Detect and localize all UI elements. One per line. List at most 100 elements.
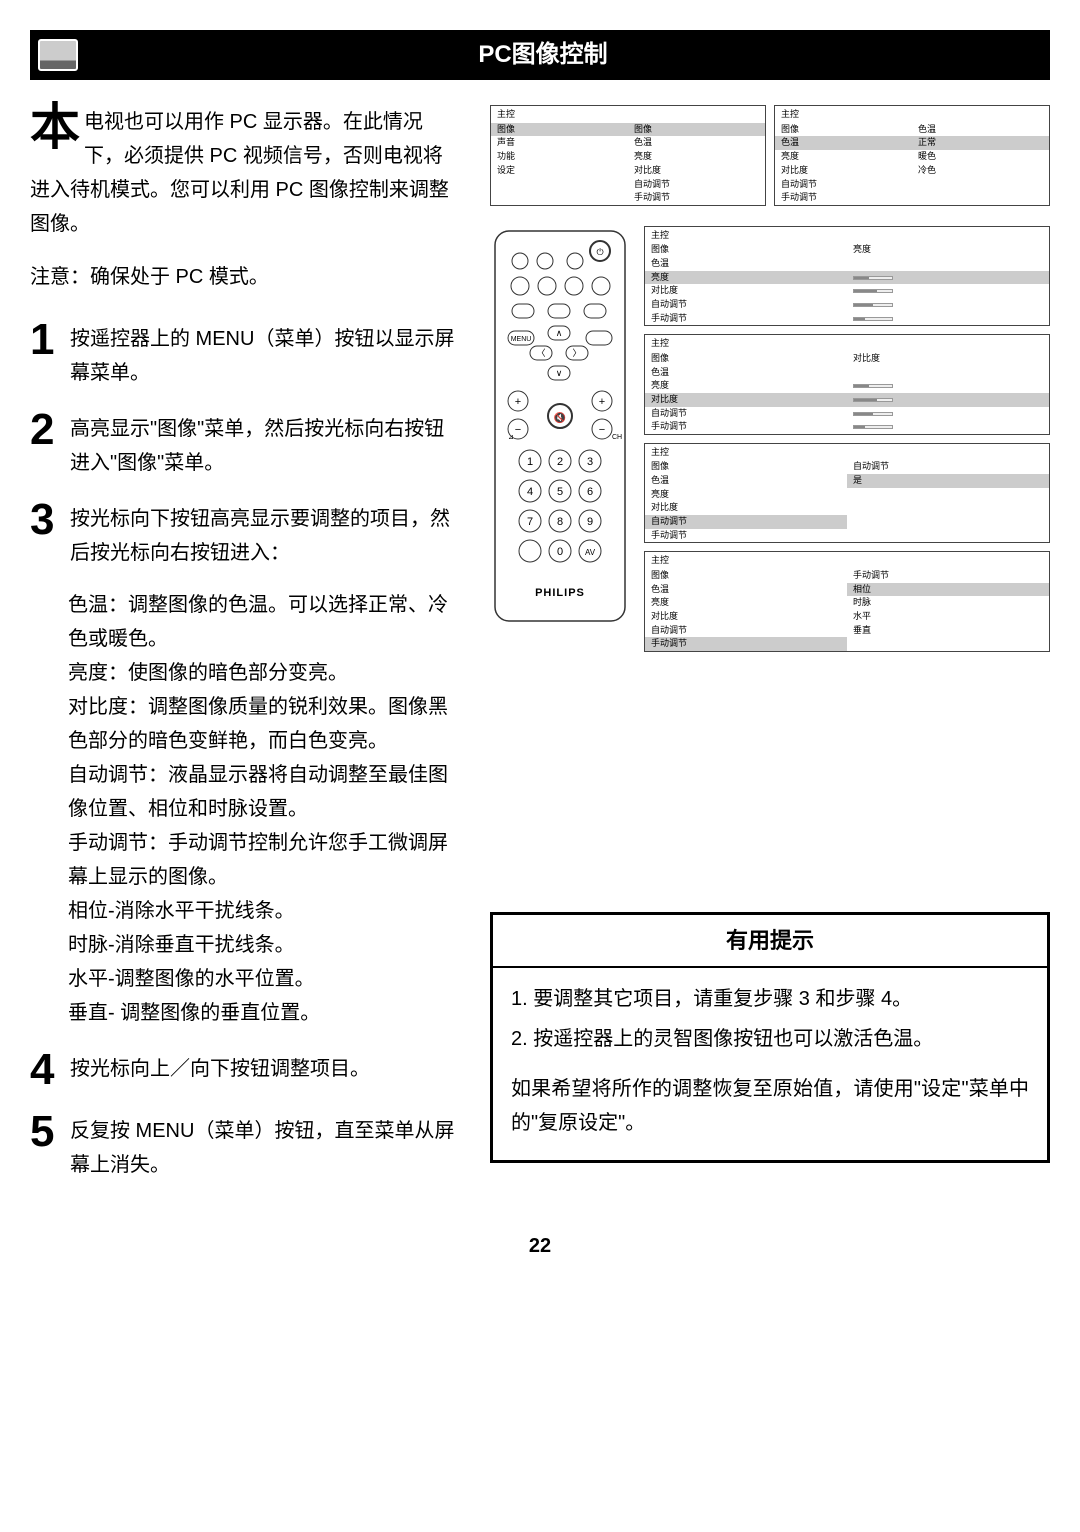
menu-item: 对比度 bbox=[645, 501, 847, 515]
page-number: 22 bbox=[30, 1230, 1050, 1262]
svg-text:6: 6 bbox=[587, 486, 593, 498]
menu-heading: 主控 bbox=[645, 444, 1049, 460]
menu-value: 亮度 bbox=[847, 243, 1049, 257]
menu-value: 色温 bbox=[912, 123, 1049, 137]
step-number: 2 bbox=[30, 408, 70, 480]
menu-value: 时脉 bbox=[847, 596, 1049, 610]
menu-item: 亮度 bbox=[645, 271, 847, 285]
step-3: 3 按光标向下按钮高亮显示要调整的项目，然后按光标向右按钮进入： bbox=[30, 498, 460, 570]
menu-item: 色温 bbox=[775, 136, 912, 150]
step-4: 4 按光标向上／向下按钮调整项目。 bbox=[30, 1048, 460, 1092]
top-illustrations: 主控 图像图像 声音色温 功能亮度 设定对比度 自动调节 手动调节 主控 图像色… bbox=[490, 105, 1050, 206]
detail-line: 对比度：调整图像质量的锐利效果。图像黑色部分的暗色变鲜艳，而白色变亮。 bbox=[68, 690, 460, 758]
svg-text:1: 1 bbox=[527, 456, 533, 468]
menu-item: 对比度 bbox=[645, 610, 847, 624]
menu-value: 手动调节 bbox=[847, 569, 1049, 583]
osd-menu-manual: 主控 图像手动调节 色温相位 亮度时脉 对比度水平 自动调节垂直 手动调节 bbox=[644, 551, 1050, 652]
menu-value: 垂直 bbox=[847, 624, 1049, 638]
menu-value: 正常 bbox=[912, 136, 1049, 150]
menu-item: 自动调节 bbox=[645, 298, 847, 312]
svg-text:0: 0 bbox=[557, 546, 563, 558]
menu-value: 自动调节 bbox=[847, 460, 1049, 474]
menu-item: 功能 bbox=[491, 150, 628, 164]
tips-title: 有用提示 bbox=[493, 915, 1047, 968]
menu-heading: 主控 bbox=[645, 552, 1049, 568]
menu-value: 图像 bbox=[628, 123, 765, 137]
menu-item: 声音 bbox=[491, 136, 628, 150]
menu-item: 亮度 bbox=[645, 379, 847, 393]
menu-item: 色温 bbox=[645, 474, 847, 488]
svg-text:−: − bbox=[515, 424, 521, 436]
menu-value: 相位 bbox=[847, 583, 1049, 597]
menu-item: 自动调节 bbox=[645, 407, 847, 421]
step-body: 高亮显示"图像"菜单，然后按光标向右按钮进入"图像"菜单。 bbox=[70, 408, 460, 480]
remote-svg: ⏻ MENU ∧ 〈 bbox=[490, 226, 630, 626]
menu-value: 暖色 bbox=[912, 150, 1049, 164]
menu-item: 自动调节 bbox=[645, 515, 847, 529]
svg-text:⏻: ⏻ bbox=[596, 247, 603, 257]
dropcap: 本 bbox=[30, 105, 80, 150]
menu-item: 图像 bbox=[645, 352, 847, 366]
remote-illustration: ⏻ MENU ∧ 〈 bbox=[490, 226, 630, 635]
detail-line: 亮度：使图像的暗色部分变亮。 bbox=[68, 656, 460, 690]
menu-item: 对比度 bbox=[645, 284, 847, 298]
detail-line: 手动调节：手动调节控制允许您手工微调屏幕上显示的图像。 bbox=[68, 826, 460, 894]
menu-value: 手动调节 bbox=[628, 191, 765, 205]
menu-value: 色温 bbox=[628, 136, 765, 150]
menu-value: 自动调节 bbox=[628, 178, 765, 192]
svg-text:+: + bbox=[599, 396, 605, 408]
menu-item: 手动调节 bbox=[645, 637, 847, 651]
menu-heading: 主控 bbox=[645, 227, 1049, 243]
menu-item: 手动调节 bbox=[645, 529, 847, 543]
svg-text:MENU: MENU bbox=[511, 336, 532, 343]
detail-line: 色温：调整图像的色温。可以选择正常、冷色或暖色。 bbox=[68, 588, 460, 656]
content-columns: 本 电视也可以用作 PC 显示器。在此情况下，必须提供 PC 视频信号，否则电视… bbox=[30, 105, 1050, 1200]
osd-menu-auto: 主控 图像自动调节 色温是 亮度 对比度 自动调节 手动调节 bbox=[644, 443, 1050, 544]
svg-text:2: 2 bbox=[557, 456, 563, 468]
step-number: 1 bbox=[30, 318, 70, 390]
svg-text:🔇: 🔇 bbox=[554, 411, 566, 424]
remote-brand: PHILIPS bbox=[535, 587, 585, 599]
menu-item: 图像 bbox=[491, 123, 628, 137]
menu-item: 设定 bbox=[491, 164, 628, 178]
menu-heading: 主控 bbox=[491, 106, 765, 122]
step-3-detail: 色温：调整图像的色温。可以选择正常、冷色或暖色。 亮度：使图像的暗色部分变亮。 … bbox=[68, 588, 460, 1030]
osd-menu-contrast: 主控 图像对比度 色温 亮度 对比度 自动调节 手动调节 bbox=[644, 334, 1050, 435]
step-5: 5 反复按 MENU（菜单）按钮，直至菜单从屏幕上消失。 bbox=[30, 1110, 460, 1182]
svg-text:CH: CH bbox=[612, 434, 622, 441]
step-number: 3 bbox=[30, 498, 70, 570]
svg-text:∧: ∧ bbox=[556, 328, 563, 338]
menu-item: 自动调节 bbox=[645, 624, 847, 638]
menu-item: 对比度 bbox=[775, 164, 912, 178]
osd-menu-stack: 主控 图像亮度 色温 亮度 对比度 自动调节 手动调节 主控 图像对比度 色温 … bbox=[644, 226, 1050, 652]
tip-item: 1. 要调整其它项目，请重复步骤 3 和步骤 4。 bbox=[511, 982, 1029, 1016]
step-1: 1 按遥控器上的 MENU（菜单）按钮以显示屏幕菜单。 bbox=[30, 318, 460, 390]
svg-text:5: 5 bbox=[557, 486, 563, 498]
menu-item: 亮度 bbox=[775, 150, 912, 164]
menu-item: 图像 bbox=[645, 243, 847, 257]
menu-item: 手动调节 bbox=[645, 312, 847, 326]
menu-item: 图像 bbox=[645, 569, 847, 583]
tips-body: 1. 要调整其它项目，请重复步骤 3 和步骤 4。 2. 按遥控器上的灵智图像按… bbox=[493, 968, 1047, 1160]
menu-value: 对比度 bbox=[628, 164, 765, 178]
useful-tips-box: 有用提示 1. 要调整其它项目，请重复步骤 3 和步骤 4。 2. 按遥控器上的… bbox=[490, 912, 1050, 1163]
illustration-column: 主控 图像图像 声音色温 功能亮度 设定对比度 自动调节 手动调节 主控 图像色… bbox=[490, 105, 1050, 1200]
intro-text: 电视也可以用作 PC 显示器。在此情况下，必须提供 PC 视频信号，否则电视将进… bbox=[30, 111, 449, 235]
menu-item: 亮度 bbox=[645, 596, 847, 610]
osd-menu-brightness: 主控 图像亮度 色温 亮度 对比度 自动调节 手动调节 bbox=[644, 226, 1050, 327]
menu-item: 图像 bbox=[645, 460, 847, 474]
svg-text:4: 4 bbox=[527, 486, 533, 498]
svg-text:∨: ∨ bbox=[556, 368, 563, 378]
menu-value: 冷色 bbox=[912, 164, 1049, 178]
menu-item: 自动调节 bbox=[775, 178, 912, 192]
osd-menu: 主控 图像色温 色温正常 亮度暖色 对比度冷色 自动调节 手动调节 bbox=[774, 105, 1050, 206]
svg-text:7: 7 bbox=[527, 516, 533, 528]
menu-value: 水平 bbox=[847, 610, 1049, 624]
page-title: PC图像控制 bbox=[84, 36, 1042, 74]
step-body: 按光标向下按钮高亮显示要调整的项目，然后按光标向右按钮进入： bbox=[70, 498, 460, 570]
detail-line: 水平‐调整图像的水平位置。 bbox=[68, 962, 460, 996]
menu-item: 手动调节 bbox=[645, 420, 847, 434]
detail-line: 自动调节：液晶显示器将自动调整至最佳图像位置、相位和时脉设置。 bbox=[68, 758, 460, 826]
menu-item: 对比度 bbox=[645, 393, 847, 407]
menu-item: 色温 bbox=[645, 583, 847, 597]
